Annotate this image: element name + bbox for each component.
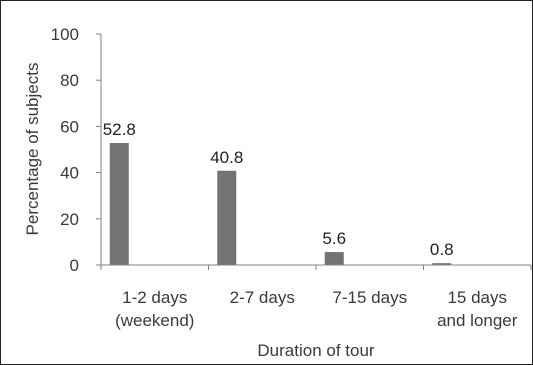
bar — [217, 170, 237, 265]
bars — [109, 143, 452, 265]
y-axis-title: Percentage of subjects — [23, 63, 42, 236]
x-category-label: (weekend) — [115, 311, 194, 330]
x-category-label: 7-15 days — [332, 288, 407, 307]
data-labels: 52.8 40.8 5.6 0.8 — [103, 120, 454, 259]
data-label: 5.6 — [322, 229, 346, 248]
x-category-label: 2-7 days — [230, 288, 295, 307]
y-tick-label: 0 — [70, 256, 79, 275]
y-tick-label: 60 — [60, 117, 79, 136]
x-category-label: and longer — [437, 311, 518, 330]
x-axis-category-labels: 1-2 days (weekend) 2-7 days 7-15 days 15 day… — [115, 288, 518, 330]
y-axis-ticks: 0 20 40 60 80 100 — [51, 25, 532, 275]
bar — [432, 263, 452, 265]
y-tick-label: 100 — [51, 25, 79, 44]
data-label: 0.8 — [430, 240, 454, 259]
data-label: 52.8 — [103, 120, 136, 139]
y-tick-label: 40 — [60, 164, 79, 183]
x-category-label: 1-2 days — [122, 288, 187, 307]
bar — [109, 143, 129, 265]
y-tick-label: 80 — [60, 71, 79, 90]
bar — [324, 252, 344, 265]
data-label: 40.8 — [210, 148, 243, 167]
x-axis-title: Duration of tour — [257, 341, 375, 360]
y-tick-label: 20 — [60, 210, 79, 229]
x-category-label: 15 days — [447, 288, 507, 307]
